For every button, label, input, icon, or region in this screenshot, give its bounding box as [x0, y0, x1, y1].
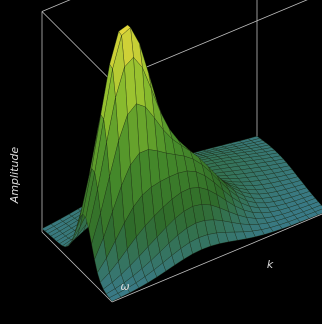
surface-mesh [41, 24, 322, 302]
bounding-box-front-edges [41, 213, 322, 303]
z-axis-label: Amplitude [8, 147, 21, 205]
x-axis-label: ω [120, 280, 129, 293]
y-axis-label: k [267, 258, 274, 271]
bounding-box-back-edges [41, 0, 308, 232]
surface-cell [108, 293, 122, 302]
box-edge-floor-front-left [41, 231, 113, 303]
box-edge-top-right [111, 0, 308, 82]
box-edge-top-front [41, 11, 113, 82]
box-edge-top-left [41, 0, 71, 12]
box-edge-floor-front-right [111, 213, 322, 303]
